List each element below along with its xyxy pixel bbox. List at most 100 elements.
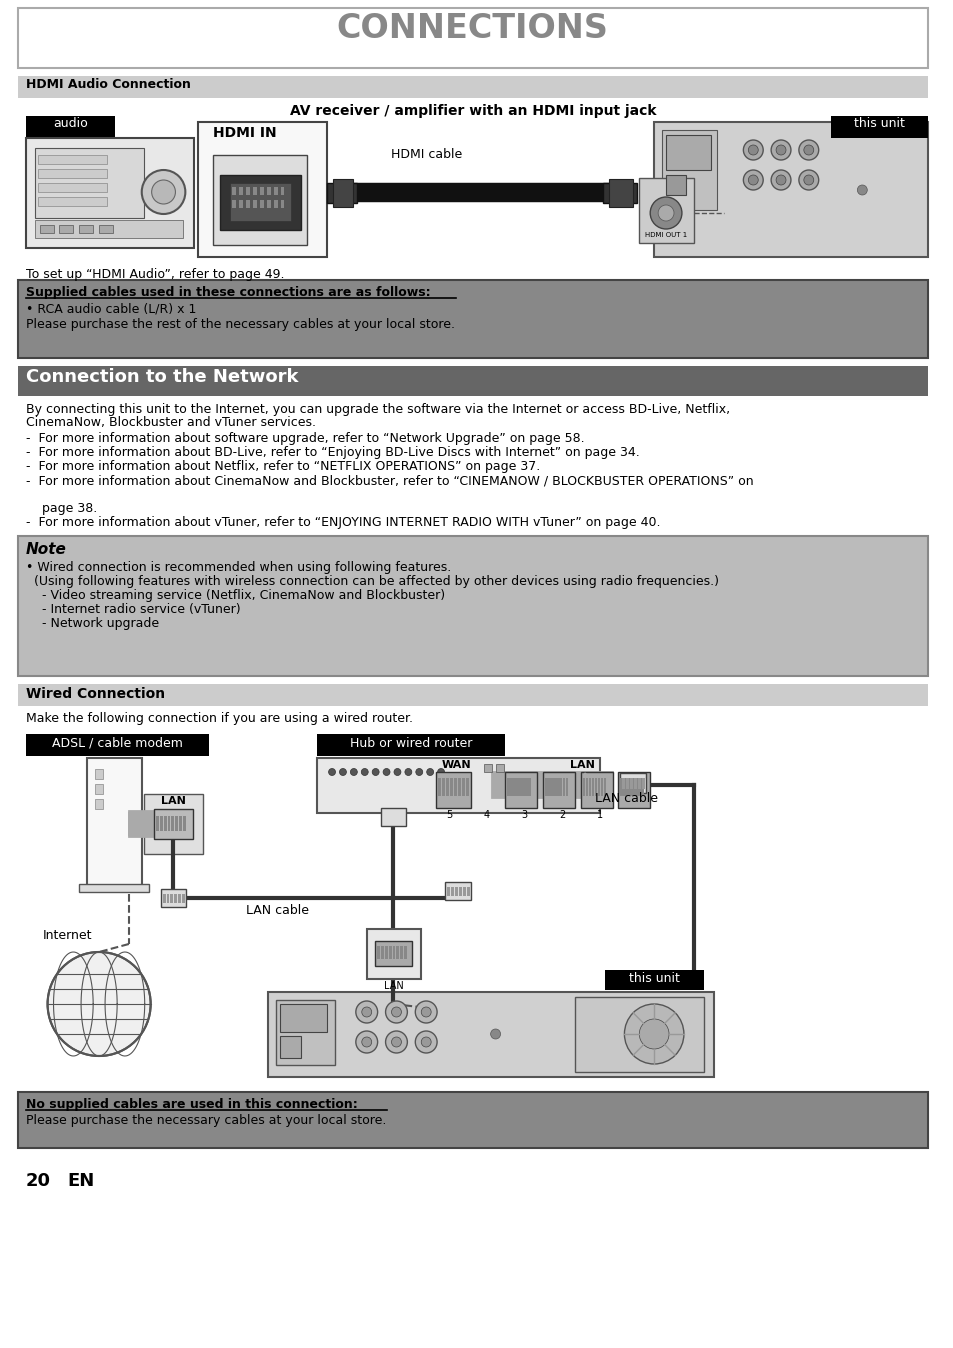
Bar <box>505 772 537 807</box>
Circle shape <box>385 1031 407 1053</box>
Bar <box>495 764 503 772</box>
Bar <box>450 778 453 797</box>
Text: HDMI IN: HDMI IN <box>213 125 276 140</box>
Text: Wired Connection: Wired Connection <box>26 687 165 701</box>
Bar <box>274 200 277 208</box>
Bar <box>635 778 638 797</box>
Bar <box>400 946 403 958</box>
Text: - Internet radio service (vTuner): - Internet radio service (vTuner) <box>26 603 240 616</box>
Circle shape <box>416 768 422 775</box>
Text: Please purchase the necessary cables at your local store.: Please purchase the necessary cables at … <box>26 1113 386 1127</box>
Bar <box>455 887 457 896</box>
Circle shape <box>421 1007 431 1016</box>
Bar <box>634 778 637 789</box>
Bar <box>37 197 107 206</box>
Bar <box>591 778 594 797</box>
Bar <box>461 778 464 797</box>
Bar <box>274 187 277 195</box>
Text: -  For more information about software upgrade, refer to “Network Upgrade” on pa: - For more information about software up… <box>26 431 584 445</box>
Text: No supplied cables are used in this connection:: No supplied cables are used in this conn… <box>26 1099 357 1111</box>
Bar <box>79 884 149 892</box>
Bar <box>597 778 599 797</box>
Bar <box>275 1000 335 1065</box>
Circle shape <box>798 170 818 190</box>
Bar <box>388 946 391 958</box>
Bar <box>18 683 926 706</box>
Circle shape <box>415 1002 436 1023</box>
Circle shape <box>152 181 175 204</box>
Bar <box>544 778 547 797</box>
Text: 4: 4 <box>483 810 489 820</box>
Text: 20: 20 <box>26 1171 51 1190</box>
Text: (Using following features with wireless connection can be affected by other devi: (Using following features with wireless … <box>26 576 718 588</box>
Text: -  For more information about CinemaNow and Blockbuster, refer to “CINEMANOW / B: - For more information about CinemaNow a… <box>26 474 753 487</box>
Bar <box>604 971 703 989</box>
Bar <box>59 225 73 233</box>
Bar <box>608 179 633 208</box>
Text: -  For more information about vTuner, refer to “ENJOYING INTERNET RADIO WITH vTu: - For more information about vTuner, ref… <box>26 516 659 528</box>
Bar <box>444 882 471 900</box>
Bar <box>268 992 713 1077</box>
Bar <box>279 1004 327 1033</box>
Bar <box>404 946 407 958</box>
Text: - Video streaming service (Netflix, CinemaNow and Blockbuster): - Video streaming service (Netflix, Cine… <box>26 589 444 603</box>
Bar <box>626 778 628 797</box>
Circle shape <box>339 768 346 775</box>
Circle shape <box>624 1004 683 1064</box>
Bar <box>554 778 556 797</box>
Bar <box>525 778 527 797</box>
Bar <box>182 894 185 903</box>
Bar <box>155 816 158 830</box>
Circle shape <box>776 175 785 185</box>
Bar <box>198 123 327 257</box>
Bar <box>163 816 167 830</box>
Bar <box>175 816 178 830</box>
Bar <box>174 894 177 903</box>
Bar <box>213 155 307 245</box>
Bar <box>396 946 399 958</box>
Text: -  For more information about BD-Live, refer to “Enjoying BD-Live Discs with Int: - For more information about BD-Live, re… <box>26 446 639 460</box>
Bar <box>632 778 634 797</box>
Bar <box>830 116 926 137</box>
Circle shape <box>372 768 378 775</box>
Text: LAN: LAN <box>569 760 594 770</box>
Bar <box>366 929 421 979</box>
Bar <box>447 887 450 896</box>
Bar <box>621 778 625 789</box>
Bar <box>253 200 256 208</box>
Bar <box>95 768 103 779</box>
Bar <box>462 887 465 896</box>
Bar <box>40 225 53 233</box>
Bar <box>454 778 456 797</box>
Bar <box>18 1092 926 1148</box>
Bar <box>640 778 643 797</box>
Bar <box>280 200 284 208</box>
Circle shape <box>355 1031 377 1053</box>
Bar <box>316 735 505 756</box>
Bar <box>638 778 640 797</box>
Bar <box>280 187 284 195</box>
Text: Supplied cables used in these connections are as follows:: Supplied cables used in these connection… <box>26 286 430 299</box>
Circle shape <box>639 1019 668 1049</box>
Bar <box>457 778 460 797</box>
Bar <box>34 220 183 239</box>
Bar <box>380 807 406 826</box>
Bar <box>18 537 926 675</box>
Bar <box>34 148 144 218</box>
Text: 2: 2 <box>558 810 564 820</box>
Bar <box>623 778 625 797</box>
Bar <box>630 778 633 789</box>
Bar <box>172 816 174 830</box>
Bar <box>510 778 513 797</box>
Circle shape <box>394 768 400 775</box>
Bar <box>588 778 591 797</box>
Bar <box>466 887 469 896</box>
Bar <box>376 946 379 958</box>
Bar <box>26 735 209 756</box>
Bar <box>168 816 171 830</box>
Circle shape <box>742 140 762 160</box>
Text: LAN cable: LAN cable <box>246 905 309 917</box>
Bar <box>585 778 588 797</box>
Text: this unit: this unit <box>628 972 679 985</box>
Bar <box>603 778 605 797</box>
